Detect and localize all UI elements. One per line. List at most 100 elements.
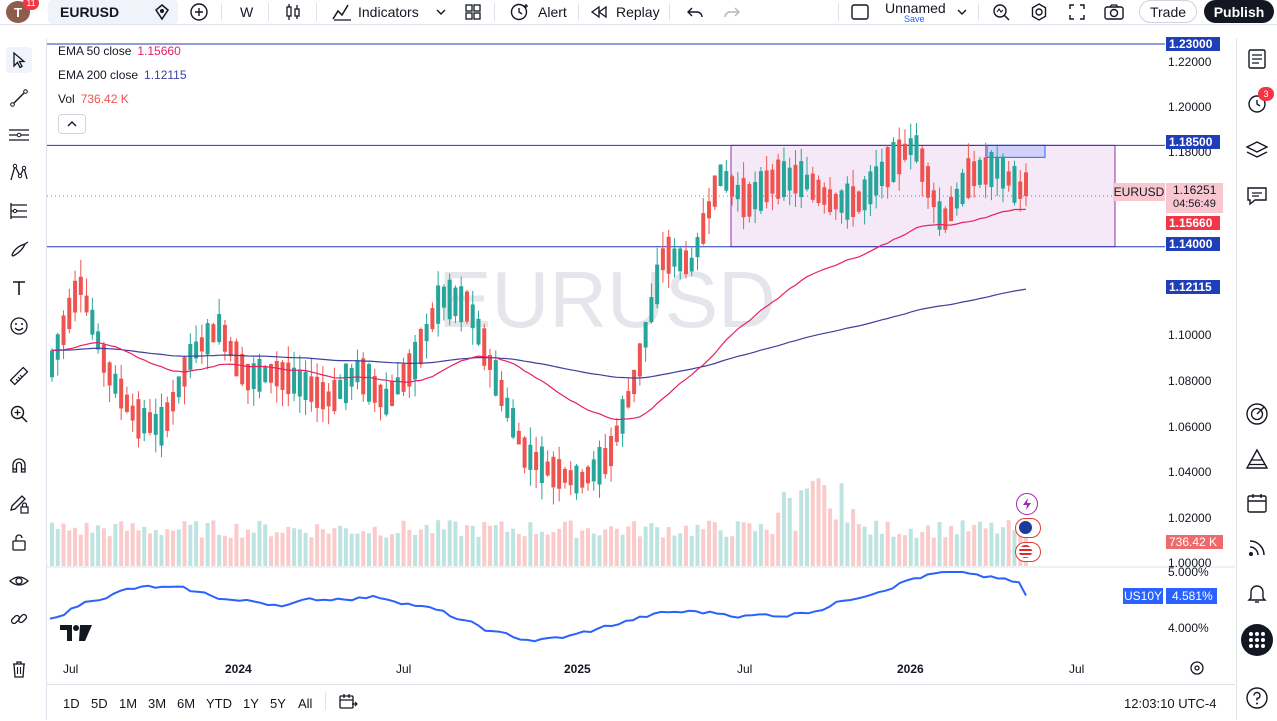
eye-icon[interactable] xyxy=(6,568,32,594)
candle-body xyxy=(926,166,931,198)
interval-button[interactable]: W xyxy=(240,4,254,20)
layers-icon[interactable] xyxy=(1244,137,1270,163)
volume-bar xyxy=(609,526,614,566)
apps-icon[interactable] xyxy=(1241,624,1273,656)
fullscreen-square-icon[interactable] xyxy=(850,0,870,24)
axis-settings-icon[interactable] xyxy=(1189,660,1205,681)
candle-body xyxy=(851,186,856,217)
range-3m[interactable]: 3M xyxy=(148,696,167,711)
candle-body xyxy=(1006,171,1011,186)
camera-icon[interactable] xyxy=(1103,0,1125,24)
range-1m[interactable]: 1M xyxy=(119,696,138,711)
replay-icon[interactable] xyxy=(589,0,609,24)
volume-bar xyxy=(568,520,573,566)
horizontal-lines-icon[interactable] xyxy=(6,122,32,148)
range-all[interactable]: All xyxy=(298,696,313,711)
candle-body xyxy=(730,176,735,197)
indicators-icon[interactable] xyxy=(331,0,353,24)
lock-icon[interactable] xyxy=(6,529,32,555)
volume-bar xyxy=(176,529,181,566)
legend-collapse-button[interactable] xyxy=(58,114,86,134)
range-6m[interactable]: 6M xyxy=(177,696,196,711)
replay-button[interactable]: Replay xyxy=(616,4,660,20)
ruler-icon[interactable] xyxy=(6,363,32,389)
watchlist-icon[interactable] xyxy=(1244,46,1270,72)
volume-bar xyxy=(73,527,78,566)
range-5y[interactable]: 5Y xyxy=(270,696,286,711)
event-us-flag-icon[interactable] xyxy=(1015,542,1041,562)
settings-icon[interactable] xyxy=(1029,0,1049,24)
volume-bar xyxy=(61,523,66,566)
volume-bar xyxy=(643,526,648,566)
undo-icon[interactable] xyxy=(685,0,705,24)
magnet-icon[interactable] xyxy=(6,453,32,479)
volume-bar xyxy=(320,529,325,566)
trade-button[interactable]: Trade xyxy=(1139,0,1197,23)
candle-body xyxy=(614,425,619,442)
legend-ema200[interactable]: EMA 200 close 1.12115 xyxy=(58,68,187,82)
candle-body xyxy=(493,360,498,396)
layout-grid-icon[interactable] xyxy=(463,0,483,24)
candle-body xyxy=(222,324,227,352)
candle-body xyxy=(949,196,954,222)
alert-clock-icon[interactable] xyxy=(1244,90,1270,116)
legend-ema50[interactable]: EMA 50 close 1.15660 xyxy=(58,44,181,58)
layout-name[interactable]: Unnamed xyxy=(885,0,946,16)
alert-button[interactable]: Alert xyxy=(538,4,567,20)
candle-body xyxy=(55,334,60,360)
candle-body xyxy=(989,151,994,188)
pencil-lock-icon[interactable] xyxy=(6,491,32,517)
range-1y[interactable]: 1Y xyxy=(243,696,259,711)
fullscreen-icon[interactable] xyxy=(1067,0,1087,24)
volume-bar xyxy=(499,521,504,566)
range-ytd[interactable]: YTD xyxy=(206,696,232,711)
pattern-icon[interactable] xyxy=(6,160,32,186)
link-icon[interactable] xyxy=(6,606,32,632)
trend-line-icon[interactable] xyxy=(6,85,32,111)
fib-retracement-icon[interactable] xyxy=(6,198,32,224)
alert-clock-icon[interactable] xyxy=(509,0,531,24)
volume-bar xyxy=(355,533,360,566)
volume-bar xyxy=(401,520,406,566)
calendar-icon[interactable] xyxy=(1244,490,1270,516)
candle-body xyxy=(251,363,256,390)
candle-body xyxy=(418,329,423,365)
range-1d[interactable]: 1D xyxy=(63,696,80,711)
search-icon[interactable] xyxy=(990,0,1012,24)
volume-bar xyxy=(436,520,441,566)
layout-save-label[interactable]: Save xyxy=(904,14,925,24)
clock-timezone[interactable]: 12:03:10 UTC-4 xyxy=(1124,696,1217,711)
candle-body xyxy=(240,353,245,385)
symbol-settings-icon[interactable] xyxy=(152,0,172,24)
chevron-down-icon[interactable] xyxy=(955,0,969,24)
bell-icon[interactable] xyxy=(1244,580,1270,606)
target-icon[interactable] xyxy=(1244,401,1270,427)
zoom-in-icon[interactable] xyxy=(6,401,32,427)
trash-icon[interactable] xyxy=(6,656,32,682)
range-5d[interactable]: 5D xyxy=(91,696,108,711)
cursor-icon[interactable] xyxy=(6,47,32,73)
help-icon[interactable] xyxy=(1244,685,1270,711)
publish-button[interactable]: Publish xyxy=(1204,0,1274,23)
text-tool-icon[interactable] xyxy=(6,275,32,301)
chevron-down-icon[interactable] xyxy=(434,0,448,24)
legend-volume[interactable]: Vol 736.42 K xyxy=(58,92,129,106)
brush-icon[interactable] xyxy=(6,237,32,263)
volume-bar xyxy=(637,536,642,566)
redo-icon[interactable] xyxy=(722,0,742,24)
event-lightning-icon[interactable] xyxy=(1016,493,1038,515)
plus-circle-icon[interactable] xyxy=(189,0,209,24)
broadcast-icon[interactable] xyxy=(1244,535,1270,561)
volume-bar xyxy=(776,512,781,566)
candles-icon[interactable] xyxy=(283,0,303,24)
chat-icon[interactable] xyxy=(1244,183,1270,209)
pyramid-icon[interactable] xyxy=(1244,446,1270,472)
emoji-icon[interactable] xyxy=(6,313,32,339)
indicators-button[interactable]: Indicators xyxy=(358,4,419,20)
date-range-icon[interactable] xyxy=(338,693,358,716)
symbol-name[interactable]: EURUSD xyxy=(60,4,120,20)
event-eu-flag-icon[interactable] xyxy=(1015,518,1041,538)
candle-body xyxy=(73,280,78,313)
symbol-search[interactable] xyxy=(48,0,178,24)
